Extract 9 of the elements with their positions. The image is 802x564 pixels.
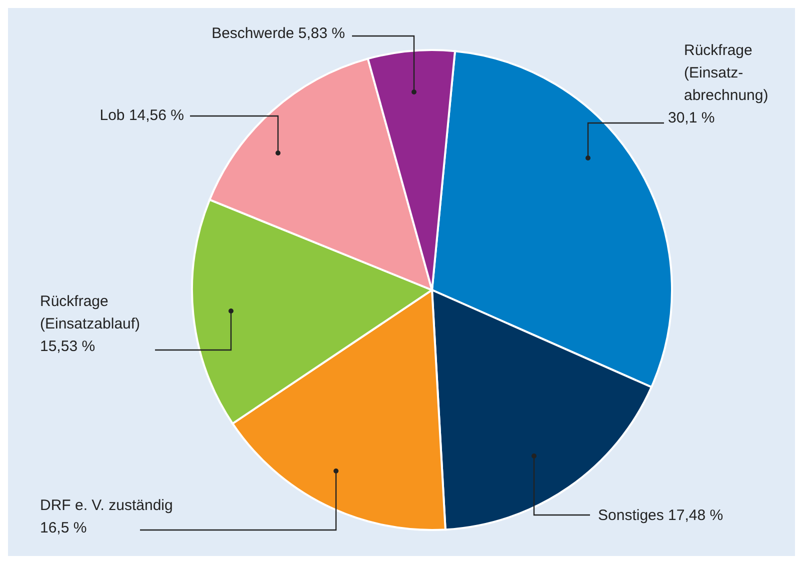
slice-label: Beschwerde 5,83 % — [212, 25, 345, 42]
data-label: 16,5 % — [40, 520, 87, 536]
data-label: 30,1 % — [668, 110, 715, 126]
slice-label: Lob 14,56 % — [100, 107, 184, 124]
slice-label: DRF e. V. zuständig — [40, 497, 173, 514]
slice-label: Rückfrage (Einsatz- abrechnung) — [684, 42, 768, 104]
data-label: 15,53 % — [40, 338, 96, 355]
slice-label: Rückfrage (Einsatzablauf) — [40, 293, 140, 332]
slice-label: Sonstiges 17,48 % — [598, 507, 724, 524]
